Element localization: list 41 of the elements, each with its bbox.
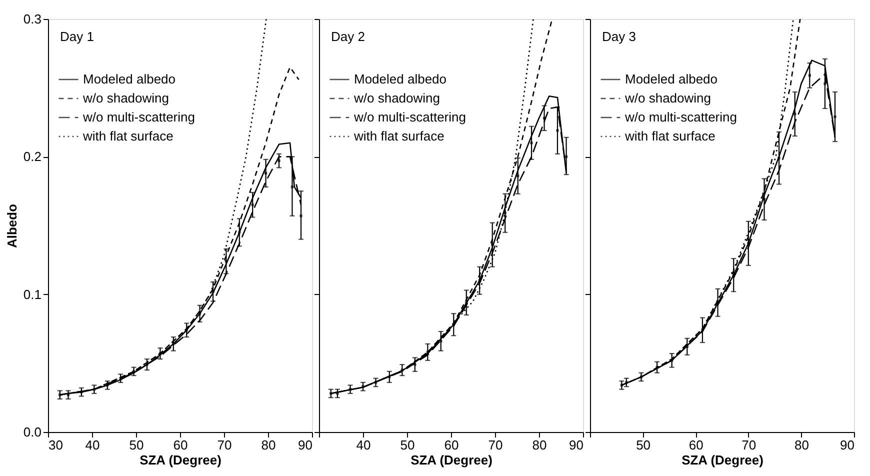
legend-label: with flat surface <box>353 128 444 144</box>
x-tick-label: 50 <box>636 438 651 452</box>
x-tick-label: 60 <box>688 438 704 452</box>
x-tick-label: 70 <box>217 438 232 452</box>
legend-label: w/o multi-scattering <box>624 110 737 124</box>
x-axis-title: SZA (Degree) <box>140 452 222 468</box>
legend-label: with flat surface <box>82 128 174 144</box>
legend-label: w/o multi-scattering <box>353 110 466 124</box>
legend-label: Modeled albedo <box>625 72 718 86</box>
legend-label: w/o shadowing <box>82 90 169 106</box>
x-tick-label: 90 <box>298 438 312 452</box>
legend-label: Modeled albedo <box>354 72 447 86</box>
y-axis-title: Albedo <box>4 204 20 248</box>
x-tick-label: 60 <box>173 438 188 452</box>
x-tick-label: 70 <box>488 438 503 452</box>
x-axis-title: SZA (Degree) <box>410 452 492 468</box>
x-tick-label: 50 <box>400 438 415 452</box>
legend-label: with flat surface <box>624 128 716 144</box>
text: Day 2 <box>331 29 365 44</box>
x-tick-label: 80 <box>532 438 547 452</box>
x-tick-label: 30 <box>48 438 63 452</box>
legend-label: Modeled albedo <box>83 72 176 86</box>
x-tick-label: 40 <box>85 438 100 452</box>
legend-label: w/o multi-scattering <box>82 110 195 124</box>
x-tick-label: 40 <box>356 438 371 452</box>
y-tick-label: 0.3 <box>23 12 42 26</box>
legend-label: w/o shadowing <box>353 90 440 106</box>
y-tick-label: 0.1 <box>23 286 42 302</box>
x-tick-label: 60 <box>444 438 459 452</box>
text: Day 1 <box>60 29 94 44</box>
x-tick-label: 90 <box>569 438 584 452</box>
x-tick-label: 90 <box>840 438 854 452</box>
x-tick-label: 80 <box>794 438 809 452</box>
legend-label: w/o shadowing <box>624 90 711 106</box>
x-axis-title: SZA (Degree) <box>682 452 764 468</box>
x-tick-label: 50 <box>129 438 144 452</box>
y-tick-label: 0.0 <box>23 424 42 440</box>
x-tick-label: 80 <box>261 438 276 452</box>
x-tick-label: 70 <box>742 438 756 452</box>
text: Day 3 <box>602 29 636 44</box>
y-tick-label: 0.2 <box>23 149 42 164</box>
